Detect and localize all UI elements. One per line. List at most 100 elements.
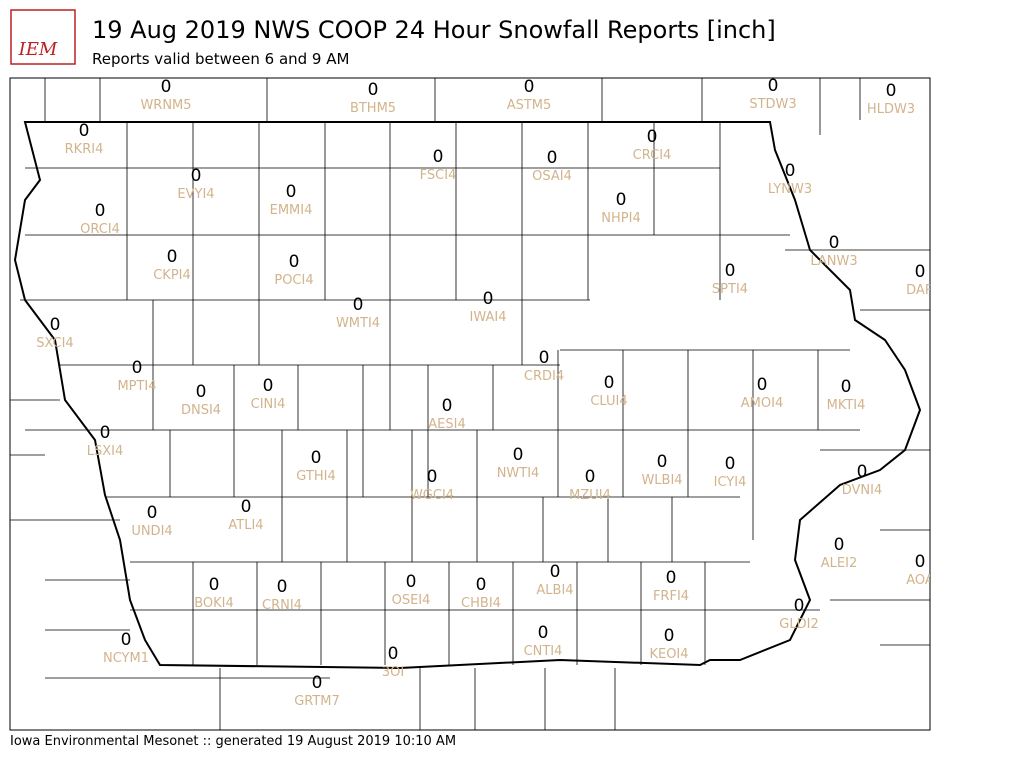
stations: 0WRNM50BTHM50ASTM50STDW30HLDW30RKRI40CRC… bbox=[36, 76, 934, 709]
station-id: 3OI bbox=[382, 665, 404, 680]
station-id: RKRI4 bbox=[65, 142, 104, 157]
station-value: 0 bbox=[647, 127, 658, 147]
station-id: NHPI4 bbox=[601, 211, 640, 226]
station-value: 0 bbox=[161, 77, 172, 97]
station-value: 0 bbox=[768, 76, 779, 96]
station-value: 0 bbox=[95, 201, 106, 221]
station-value: 0 bbox=[547, 148, 558, 168]
station-id: CINI4 bbox=[251, 397, 286, 412]
station-value: 0 bbox=[442, 396, 453, 416]
station-value: 0 bbox=[757, 375, 768, 395]
station-id: ASTM5 bbox=[507, 98, 552, 113]
station-id: UNDI4 bbox=[131, 524, 172, 539]
station-id: GLDI2 bbox=[779, 617, 818, 632]
station-id: OSAI4 bbox=[532, 169, 572, 184]
station-id: NCYM1 bbox=[103, 651, 149, 666]
station-value: 0 bbox=[388, 644, 399, 664]
station-id: GTHI4 bbox=[296, 469, 335, 484]
station-id: ICYI4 bbox=[714, 475, 747, 490]
county-lines bbox=[10, 78, 930, 730]
station-id: EMMI4 bbox=[270, 203, 313, 218]
station-value: 0 bbox=[427, 467, 438, 487]
station-value: 0 bbox=[483, 289, 494, 309]
station-value: 0 bbox=[476, 575, 487, 595]
station-id: SXCI4 bbox=[36, 336, 73, 351]
station-id: ORCI4 bbox=[80, 222, 120, 237]
station-id: IWAI4 bbox=[470, 310, 507, 325]
station-id: FRFI4 bbox=[653, 589, 689, 604]
station-id: AESI4 bbox=[428, 417, 465, 432]
station-id: DAR bbox=[906, 283, 934, 298]
station-id: HLDW3 bbox=[867, 102, 915, 117]
station-id: ATLI4 bbox=[228, 518, 263, 533]
station-value: 0 bbox=[886, 81, 897, 101]
station-value: 0 bbox=[241, 497, 252, 517]
station-id: POCI4 bbox=[274, 273, 313, 288]
station-id: CLUI4 bbox=[590, 394, 627, 409]
station-value: 0 bbox=[841, 377, 852, 397]
station-value: 0 bbox=[616, 190, 627, 210]
station-value: 0 bbox=[524, 77, 535, 97]
station-id: LYNW3 bbox=[768, 182, 812, 197]
station-value: 0 bbox=[785, 161, 796, 181]
station-value: 0 bbox=[539, 348, 550, 368]
footer: Iowa Environmental Mesonet :: generated … bbox=[10, 734, 456, 749]
station-value: 0 bbox=[263, 376, 274, 396]
station-value: 0 bbox=[147, 503, 158, 523]
station-id: MKTI4 bbox=[827, 398, 866, 413]
station-value: 0 bbox=[289, 252, 300, 272]
station-id: BOKI4 bbox=[194, 596, 234, 611]
station-id: AOA bbox=[906, 573, 934, 588]
station-value: 0 bbox=[664, 626, 675, 646]
station-id: CRCI4 bbox=[633, 148, 672, 163]
station-value: 0 bbox=[857, 462, 868, 482]
station-value: 0 bbox=[353, 295, 364, 315]
boundaries bbox=[10, 78, 930, 730]
station-value: 0 bbox=[725, 454, 736, 474]
state-boundary bbox=[13, 121, 922, 670]
station-value: 0 bbox=[585, 467, 596, 487]
station-id: CNTI4 bbox=[524, 644, 563, 659]
station-id: STDW3 bbox=[749, 97, 796, 112]
station-id: CKPI4 bbox=[153, 268, 191, 283]
title: 19 Aug 2019 NWS COOP 24 Hour Snowfall Re… bbox=[92, 16, 776, 44]
station-value: 0 bbox=[725, 261, 736, 281]
station-value: 0 bbox=[196, 382, 207, 402]
station-id: CRNI4 bbox=[262, 598, 302, 613]
logo: IEM bbox=[10, 9, 76, 65]
station-value: 0 bbox=[121, 630, 132, 650]
station-value: 0 bbox=[834, 535, 845, 555]
station-id: AMOI4 bbox=[741, 396, 783, 411]
station-value: 0 bbox=[368, 80, 379, 100]
station-value: 0 bbox=[50, 315, 61, 335]
station-value: 0 bbox=[538, 623, 549, 643]
station-value: 0 bbox=[311, 448, 322, 468]
station-id: LANW3 bbox=[810, 254, 857, 269]
station-value: 0 bbox=[915, 262, 926, 282]
station-id: WRNM5 bbox=[140, 98, 191, 113]
station-id: WMTI4 bbox=[336, 316, 380, 331]
station-value: 0 bbox=[312, 673, 323, 693]
station-value: 0 bbox=[79, 121, 90, 141]
station-id: GRTM7 bbox=[294, 694, 340, 709]
station-value: 0 bbox=[277, 577, 288, 597]
station-id: WGCI4 bbox=[410, 488, 454, 503]
station-id: DNSI4 bbox=[181, 403, 221, 418]
station-value: 0 bbox=[100, 423, 111, 443]
station-value: 0 bbox=[433, 147, 444, 167]
station-value: 0 bbox=[604, 373, 615, 393]
station-id: MPTI4 bbox=[117, 379, 156, 394]
station-value: 0 bbox=[666, 568, 677, 588]
station-value: 0 bbox=[794, 596, 805, 616]
station-id: ALEI2 bbox=[821, 556, 857, 571]
station-value: 0 bbox=[406, 572, 417, 592]
station-value: 0 bbox=[132, 358, 143, 378]
station-id: OSEI4 bbox=[392, 593, 431, 608]
station-id: CRDI4 bbox=[524, 369, 564, 384]
station-id: ALBI4 bbox=[536, 583, 573, 598]
station-id: WLBI4 bbox=[641, 473, 682, 488]
station-id: EVYI4 bbox=[177, 187, 214, 202]
station-id: LSXI4 bbox=[87, 444, 124, 459]
